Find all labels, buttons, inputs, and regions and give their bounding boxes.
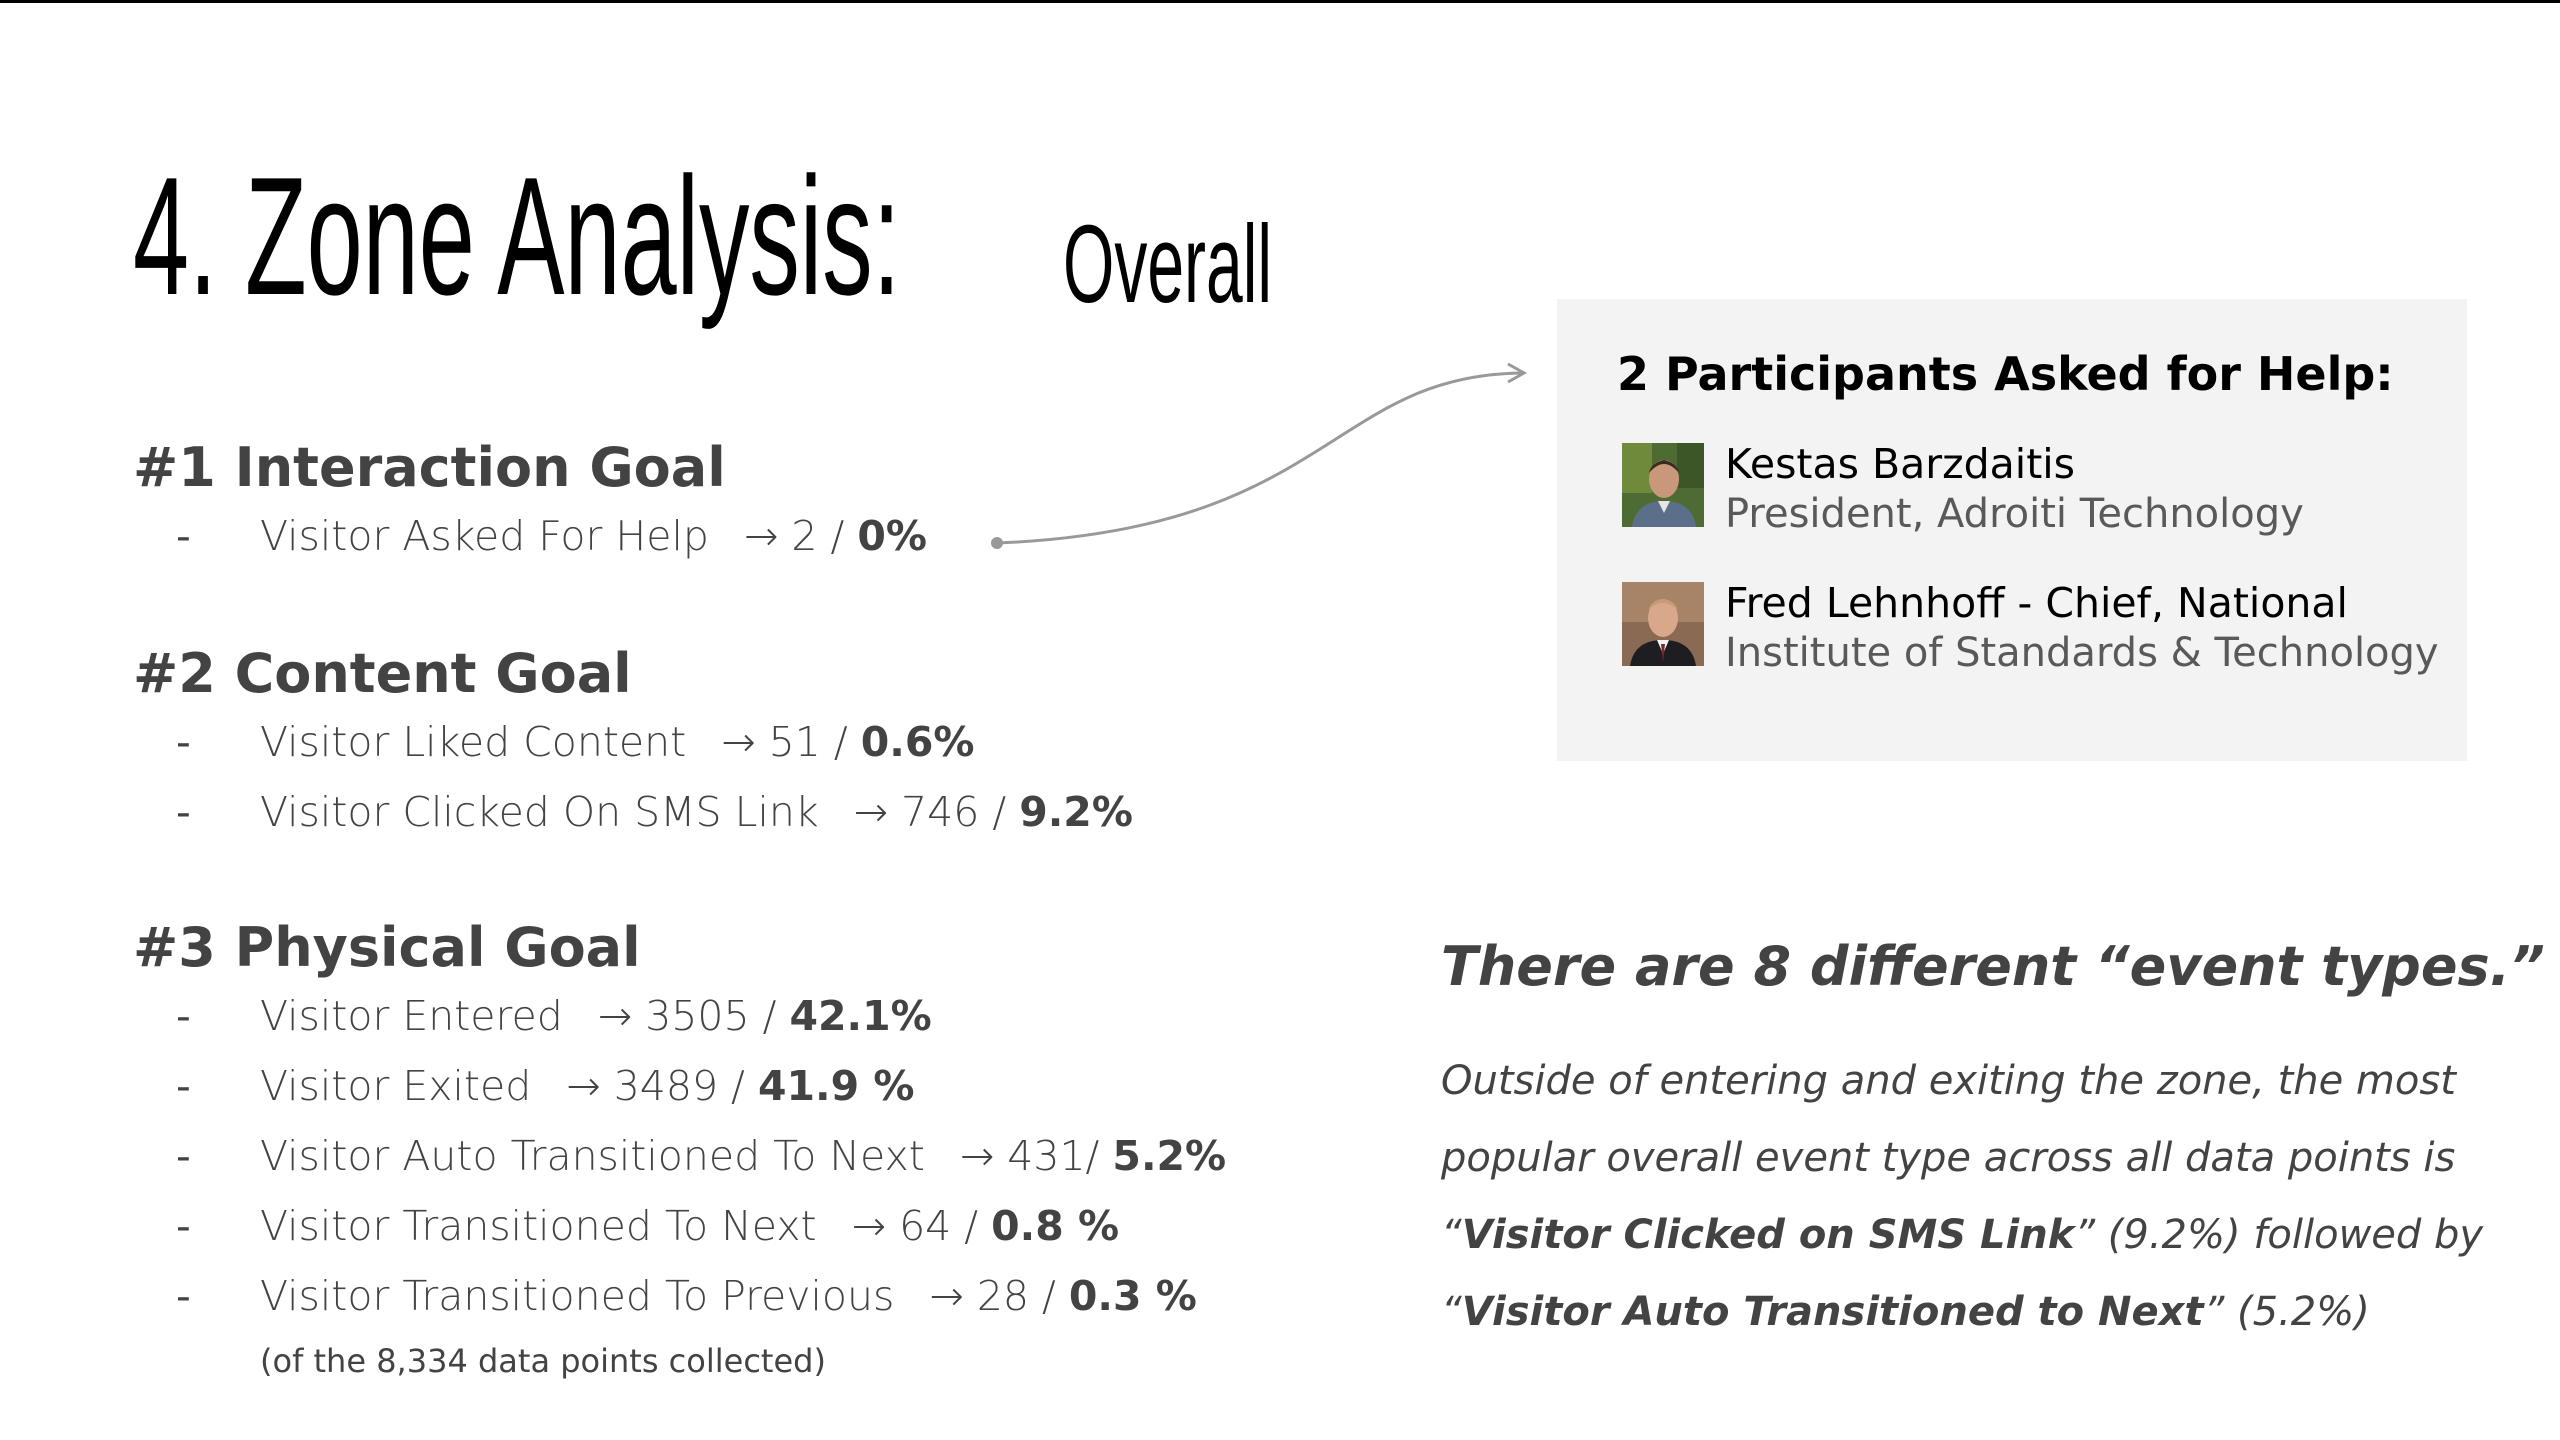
item-count: 3505 / <box>645 991 777 1040</box>
item-count: 746 / <box>901 787 1007 836</box>
participant-name: Fred Lehnhoff - Chief, National <box>1725 579 2348 627</box>
list-item: - Visitor Entered → 3505 / 42.1% <box>133 981 1453 1051</box>
item-count: 431/ <box>1007 1131 1100 1180</box>
callout-line: “Visitor Clicked on SMS Link” (9.2%) fol… <box>1441 1197 2541 1274</box>
goal-section-interaction: #1 Interaction Goal - Visitor Asked For … <box>133 436 1453 571</box>
event-types-callout: There are 8 different “event types.” Out… <box>1441 935 2545 1335</box>
participant-role: President, Adroiti Technology <box>1725 491 2304 537</box>
bullet-dash: - <box>176 787 191 836</box>
goal-heading: #2 Content Goal <box>133 642 632 705</box>
participant-name: Kestas Barzdaitis <box>1725 440 2076 488</box>
callout-paragraph: Outside of entering and exiting the zone… <box>1441 1043 2541 1351</box>
goal-list: - Visitor Asked For Help → 2 / 0% <box>133 501 1453 571</box>
top-rule <box>0 0 2560 3</box>
item-label: Visitor Liked Content <box>260 717 687 766</box>
item-label: Visitor Exited <box>260 1061 532 1110</box>
quote-open: “ <box>1441 1212 1462 1258</box>
item-percent: 9.2% <box>1019 787 1133 836</box>
arrow-icon: → <box>929 1271 964 1320</box>
arrow-icon: → <box>959 1131 995 1180</box>
bullet-dash: - <box>176 1061 191 1110</box>
list-item: - Visitor Liked Content → 51 / 0.6% <box>133 707 1453 777</box>
callout-tail: ” (5.2%) <box>2203 1289 2370 1335</box>
item-percent: 0% <box>857 511 927 560</box>
arrow-icon: → <box>851 1201 887 1250</box>
item-label: Visitor Transitioned To Next <box>260 1201 817 1250</box>
goal-list: - Visitor Entered → 3505 / 42.1% - Visit… <box>133 981 1453 1331</box>
item-label: Visitor Asked For Help <box>260 511 709 560</box>
item-percent: 41.9 % <box>757 1061 915 1110</box>
item-count: 3489 / <box>613 1061 745 1110</box>
list-item: - Visitor Auto Transitioned To Next → 43… <box>133 1121 1453 1191</box>
item-count: 64 / <box>899 1201 979 1250</box>
item-count: 51 / <box>768 717 848 766</box>
arrow-icon: → <box>853 787 888 836</box>
item-percent: 42.1% <box>789 991 932 1040</box>
list-item: - Visitor Transitioned To Previous → 28 … <box>133 1261 1453 1331</box>
callout-line: Outside of entering and exiting the zone… <box>1441 1058 2456 1104</box>
list-item: - Visitor Exited → 3489 / 41.9 % <box>133 1051 1453 1121</box>
participant-role: Institute of Standards & Technology <box>1725 630 2439 676</box>
goal-heading: #1 Interaction Goal <box>133 436 726 499</box>
arrow-icon: → <box>721 717 756 766</box>
title-sub: Overall <box>1063 203 1273 326</box>
callout-tail: ” (9.2%) followed by <box>2074 1212 2484 1258</box>
help-box-heading: 2 Participants Asked for Help: <box>1617 347 2394 401</box>
avatar <box>1622 443 1704 527</box>
goal-section-content: #2 Content Goal - Visitor Liked Content … <box>133 642 1453 847</box>
callout-line: popular overall event type across all da… <box>1441 1135 2456 1181</box>
list-item: - Visitor Clicked On SMS Link → 746 / 9.… <box>133 777 1453 847</box>
bullet-dash: - <box>176 717 191 766</box>
arrow-icon: → <box>566 1061 601 1110</box>
item-count: 28 / <box>976 1271 1056 1320</box>
help-participants-box: 2 Participants Asked for Help: Kestas Ba… <box>1557 299 2467 761</box>
bullet-dash: - <box>176 511 191 560</box>
arrow-icon: → <box>743 511 779 560</box>
item-percent: 0.8 % <box>991 1201 1120 1250</box>
item-percent: 0.3 % <box>1068 1271 1197 1320</box>
item-percent: 5.2% <box>1112 1131 1227 1180</box>
item-percent: 0.6% <box>860 717 975 766</box>
arrow-icon: → <box>597 991 633 1040</box>
item-label: Visitor Clicked On SMS Link <box>260 787 819 836</box>
quote-open: “ <box>1441 1289 1462 1335</box>
title-main: 4. Zone Analysis: <box>133 142 901 330</box>
bullet-dash: - <box>176 1131 191 1180</box>
callout-line: “Visitor Auto Transitioned to Next” (5.2… <box>1441 1274 2541 1351</box>
footnote: (of the 8,334 data points collected) <box>260 1342 826 1380</box>
item-label: Visitor Transitioned To Previous <box>260 1271 895 1320</box>
goal-list: - Visitor Liked Content → 51 / 0.6% - Vi… <box>133 707 1453 847</box>
bullet-dash: - <box>176 1201 191 1250</box>
item-label: Visitor Auto Transitioned To Next <box>260 1131 925 1180</box>
item-count: 2 / <box>791 511 845 560</box>
connector-arrowhead-icon <box>1507 362 1528 384</box>
bullet-dash: - <box>176 991 191 1040</box>
avatar <box>1622 582 1704 666</box>
highlight-event: Visitor Auto Transitioned to Next <box>1461 1289 2204 1335</box>
goal-section-physical: #3 Physical Goal - Visitor Entered → 350… <box>133 916 1453 1331</box>
callout-heading: There are 8 different “event types.” <box>1441 935 2545 998</box>
item-label: Visitor Entered <box>260 991 563 1040</box>
goal-heading: #3 Physical Goal <box>133 916 641 979</box>
list-item: - Visitor Asked For Help → 2 / 0% <box>133 501 1453 571</box>
highlight-event: Visitor Clicked on SMS Link <box>1461 1212 2075 1258</box>
bullet-dash: - <box>176 1271 191 1320</box>
list-item: - Visitor Transitioned To Next → 64 / 0.… <box>133 1191 1453 1261</box>
